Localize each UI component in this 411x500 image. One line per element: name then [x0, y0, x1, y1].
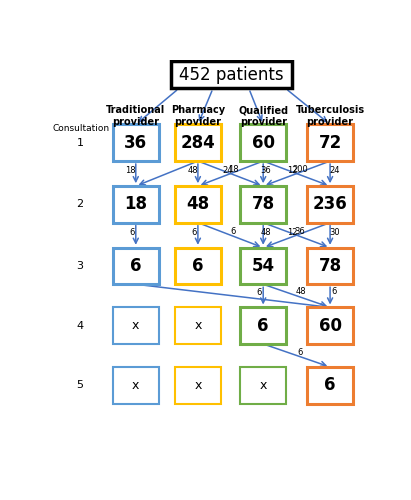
Text: 6: 6: [231, 227, 236, 236]
Text: 48: 48: [296, 288, 307, 296]
Text: 5: 5: [76, 380, 83, 390]
Text: 18: 18: [229, 165, 239, 174]
Text: 48: 48: [188, 166, 199, 175]
Bar: [175, 186, 221, 222]
Text: 1: 1: [76, 138, 83, 148]
Text: 6: 6: [257, 288, 262, 297]
Bar: [175, 308, 221, 344]
Text: 24: 24: [330, 166, 340, 175]
Text: 18: 18: [125, 166, 135, 175]
Text: 284: 284: [180, 134, 215, 152]
Bar: [307, 186, 353, 222]
Text: Consultation: Consultation: [53, 124, 110, 132]
Text: 6: 6: [192, 228, 197, 236]
Text: 60: 60: [252, 134, 275, 152]
Bar: [307, 367, 353, 404]
Text: 60: 60: [319, 316, 342, 334]
Text: 452 patients: 452 patients: [179, 66, 284, 84]
Text: 54: 54: [252, 257, 275, 275]
Text: 78: 78: [319, 257, 342, 275]
Bar: [171, 61, 292, 88]
Text: Qualified
provider: Qualified provider: [238, 105, 288, 126]
Text: x: x: [132, 319, 139, 332]
Text: x: x: [259, 379, 267, 392]
Text: 48: 48: [186, 196, 210, 214]
Text: 24: 24: [222, 166, 233, 175]
Text: Tuberculosis
provider: Tuberculosis provider: [296, 105, 365, 126]
Bar: [240, 124, 286, 161]
Bar: [240, 186, 286, 222]
Text: 236: 236: [313, 196, 347, 214]
Bar: [240, 367, 286, 404]
Text: 6: 6: [257, 316, 269, 334]
Bar: [113, 124, 159, 161]
Text: 4: 4: [76, 320, 83, 330]
Bar: [307, 308, 353, 344]
Bar: [113, 308, 159, 344]
Text: 78: 78: [252, 196, 275, 214]
Text: 200: 200: [292, 165, 308, 174]
Bar: [240, 308, 286, 344]
Text: 48: 48: [261, 228, 271, 236]
Bar: [175, 124, 221, 161]
Bar: [113, 248, 159, 284]
Text: x: x: [194, 379, 201, 392]
Text: 12: 12: [288, 166, 298, 175]
Text: 36: 36: [124, 134, 148, 152]
Text: 36: 36: [294, 227, 305, 236]
Text: x: x: [132, 379, 139, 392]
Text: 12: 12: [288, 228, 298, 236]
Bar: [175, 367, 221, 404]
Text: Traditional
provider: Traditional provider: [106, 105, 165, 126]
Text: 6: 6: [298, 348, 303, 357]
Text: 6: 6: [324, 376, 336, 394]
Bar: [175, 248, 221, 284]
Text: 30: 30: [330, 228, 340, 236]
Text: Pharmacy
provider: Pharmacy provider: [171, 105, 225, 126]
Text: 72: 72: [319, 134, 342, 152]
Text: 6: 6: [331, 288, 337, 296]
Text: 18: 18: [124, 196, 147, 214]
Bar: [240, 248, 286, 284]
Text: 6: 6: [129, 228, 135, 236]
Text: 6: 6: [130, 257, 141, 275]
Text: 2: 2: [76, 200, 83, 209]
Text: x: x: [194, 319, 201, 332]
Text: 36: 36: [260, 166, 271, 175]
Bar: [307, 124, 353, 161]
Text: 6: 6: [192, 257, 203, 275]
Bar: [113, 186, 159, 222]
Bar: [113, 367, 159, 404]
Text: 3: 3: [76, 261, 83, 271]
Bar: [307, 248, 353, 284]
